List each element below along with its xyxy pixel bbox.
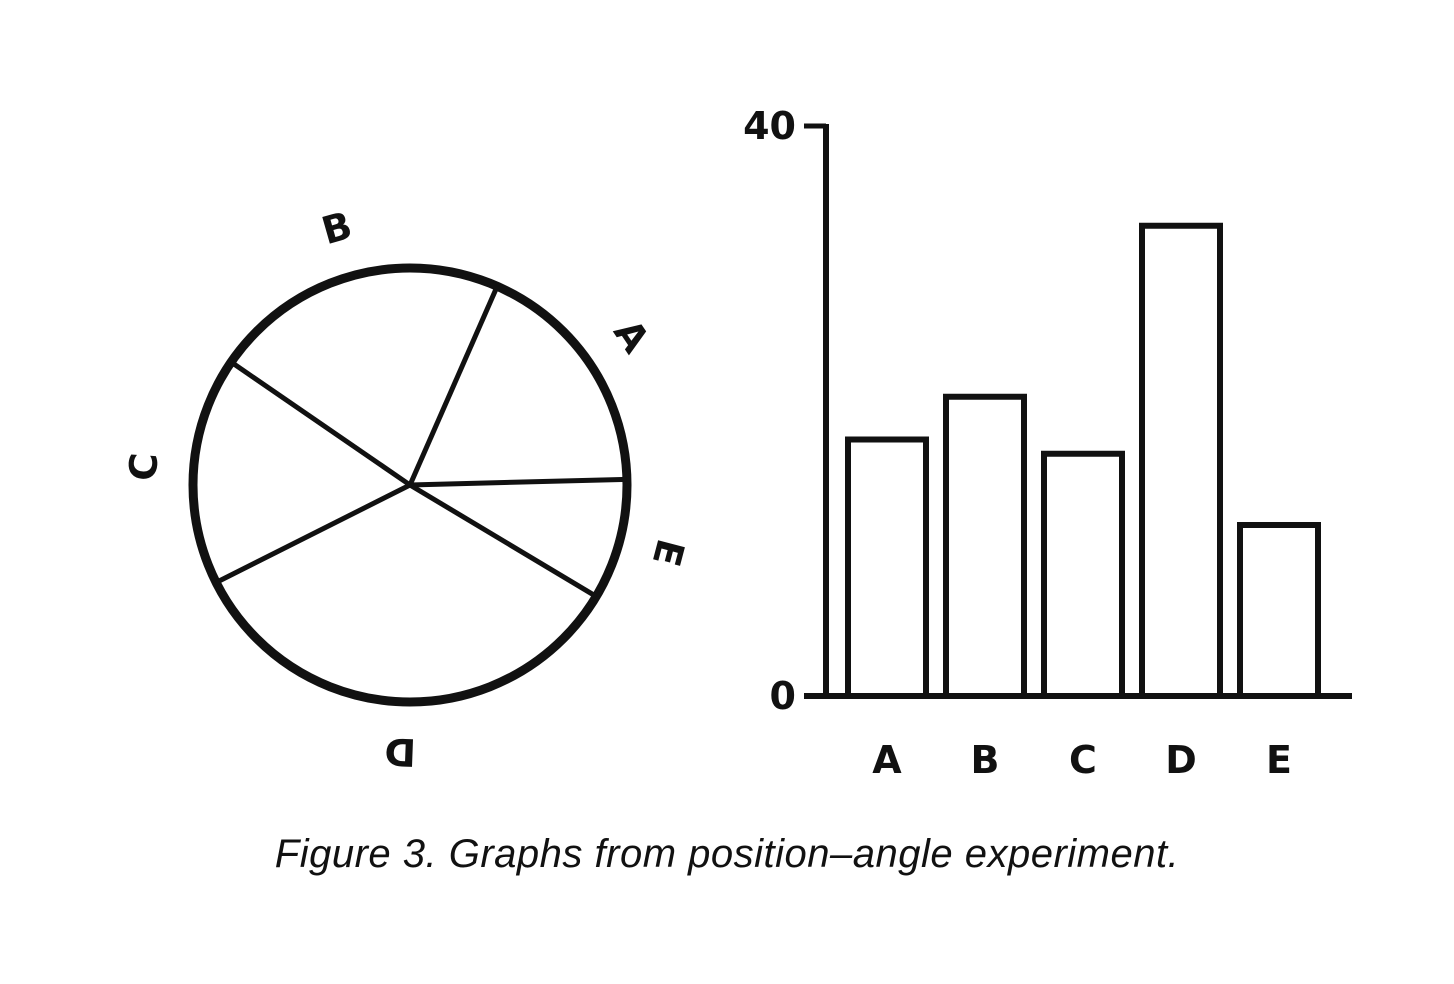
pie-slice-boundary: [407, 285, 500, 487]
pie-slice-boundary: [215, 482, 412, 585]
x-tick-label-d: D: [1165, 738, 1197, 782]
bar-c: [1041, 450, 1125, 699]
pie-slice-boundary: [229, 360, 412, 488]
bar-b: [943, 393, 1027, 699]
pie-chart: A B C D E: [121, 203, 693, 774]
x-tick-label-c: C: [1069, 738, 1097, 782]
pie-outline: [188, 263, 632, 707]
pie-label-c: C: [121, 451, 167, 482]
x-tick-label-a: A: [872, 738, 902, 782]
pie-label-a: A: [605, 312, 658, 361]
bar-a: [845, 436, 929, 699]
bar-d: [1139, 222, 1223, 699]
pie-slice-boundary: [408, 482, 598, 599]
bar-chart: 0 40 A B C D E: [743, 104, 1352, 782]
pie-label-b: B: [317, 203, 357, 253]
pie-label-e: E: [644, 535, 693, 571]
x-tick-label-b: B: [971, 738, 1000, 782]
y-tick-label: 0: [770, 674, 796, 718]
bar-e: [1237, 522, 1321, 699]
x-tick-label-e: E: [1266, 738, 1292, 782]
pie-slice-boundary: [409, 476, 627, 488]
y-tick-label: 40: [743, 104, 796, 148]
figure-caption: Figure 3. Graphs from position–angle exp…: [274, 832, 1180, 876]
pie-label-d: D: [384, 729, 417, 774]
